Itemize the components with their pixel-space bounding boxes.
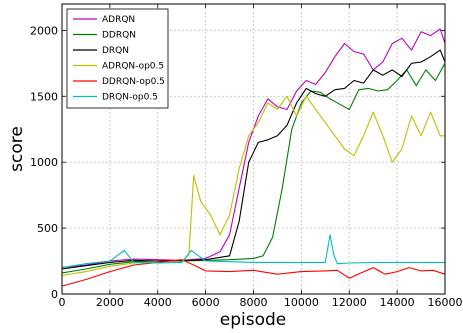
axis-ticks: 0 2000 4000 6000 8000 10000 12000 14000 16000 0 50… bbox=[30, 4, 463, 309]
y-tick-label: 500 bbox=[37, 222, 58, 235]
x-tick-label: 2000 bbox=[96, 296, 124, 309]
x-tick-label: 16000 bbox=[428, 296, 463, 309]
x-tick-label: 0 bbox=[59, 296, 66, 309]
series-line-drqn bbox=[61, 49, 446, 270]
x-tick-label: 14000 bbox=[380, 296, 415, 309]
series-lines bbox=[61, 28, 446, 287]
x-tick-label: 4000 bbox=[144, 296, 172, 309]
series-line-drqn-op0-5 bbox=[61, 234, 445, 269]
legend-label-drqn-op0-5: DRQN-op0.5 bbox=[102, 93, 158, 103]
y-tick-label: 1500 bbox=[30, 90, 58, 103]
x-tick-label: 8000 bbox=[240, 296, 268, 309]
y-tick-label: 1000 bbox=[30, 156, 58, 169]
legend-label-drqn: DRQN bbox=[102, 46, 129, 56]
y-tick-label: 0 bbox=[51, 288, 58, 301]
x-tick-label: 12000 bbox=[332, 296, 367, 309]
legend: ADRQN DDRQN DRQN ADRQN-op0.5 DDRQN-op0.5 DRQN… bbox=[66, 8, 169, 109]
y-axis-title: score bbox=[7, 126, 27, 172]
x-tick-label: 6000 bbox=[192, 296, 220, 309]
legend-label-adrqn: ADRQN bbox=[102, 15, 135, 25]
y-tick-label: 2000 bbox=[30, 24, 58, 37]
legend-label-ddrqn-op0-5: DDRQN-op0.5 bbox=[102, 77, 165, 87]
legend-label-adrqn-op0-5: ADRQN-op0.5 bbox=[102, 62, 164, 72]
legend-label-ddrqn: DDRQN bbox=[102, 31, 136, 41]
legend-box bbox=[66, 8, 169, 109]
x-tick-label: 10000 bbox=[284, 296, 319, 309]
x-axis-title: episode bbox=[220, 310, 286, 330]
